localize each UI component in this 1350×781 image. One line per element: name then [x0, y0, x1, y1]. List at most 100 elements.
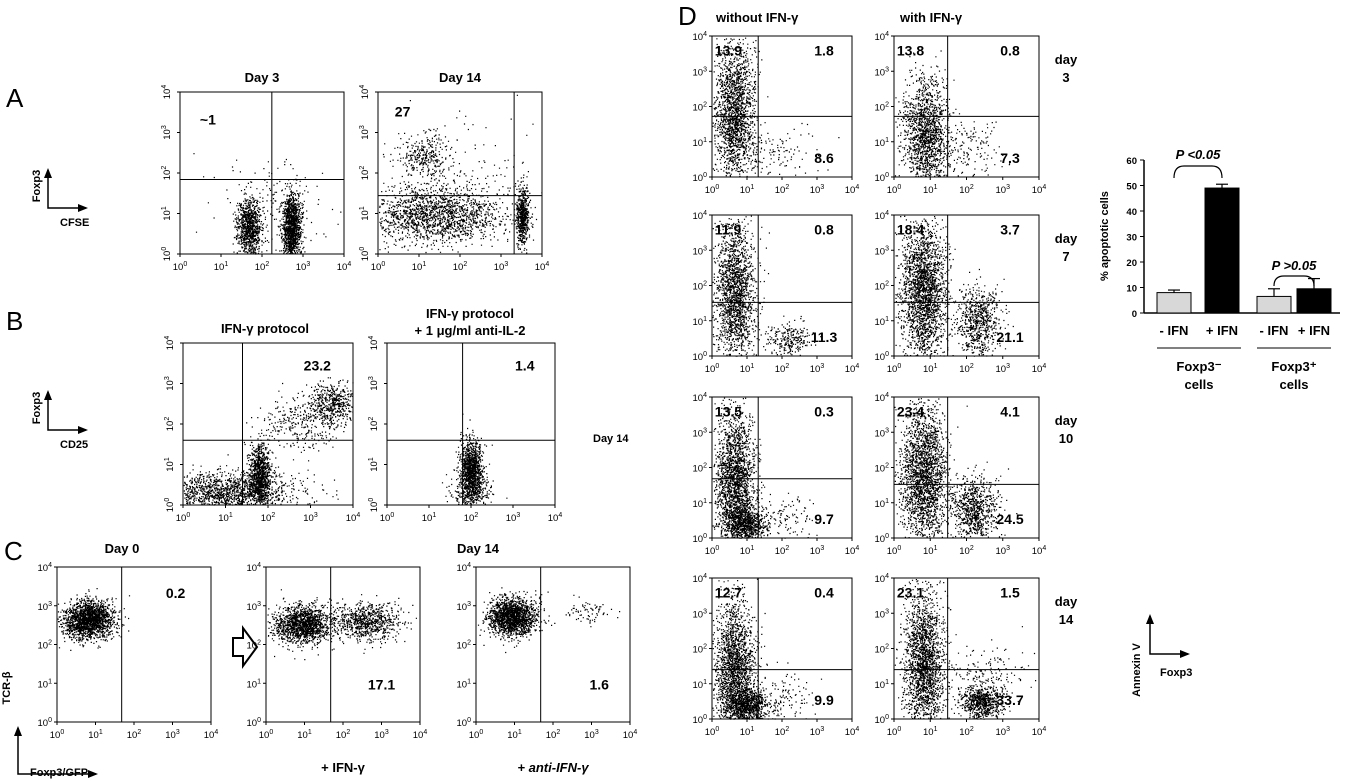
- x-tick-label: 102: [464, 512, 479, 524]
- x-tick-label: 102: [255, 261, 270, 273]
- panel-d-day-word: day: [1055, 231, 1078, 246]
- apoptosis-bar-chart: 0 10 20 30 40 50 60 % apoptotic cells - IFN + IFN…: [1099, 147, 1340, 392]
- event-dots: [894, 215, 1014, 357]
- bar: [1296, 288, 1332, 314]
- x-tick-label: 100: [705, 184, 720, 196]
- axis-arrow-lines: [17, 728, 96, 775]
- y-tick-label: 102: [457, 640, 472, 652]
- y-tick-label: 101: [368, 457, 380, 472]
- x-tick-label: 103: [303, 512, 318, 524]
- x-tick-label: 103: [810, 545, 825, 557]
- event-dots: [379, 94, 543, 254]
- x-tick-label: 103: [810, 184, 825, 196]
- y-tick-label: 102: [161, 166, 173, 181]
- y-tick-label: 100: [693, 533, 708, 545]
- y-tick-label: 60: [1126, 156, 1137, 167]
- x-tick-label: 101: [422, 512, 437, 524]
- y-tick-label: 103: [875, 608, 890, 620]
- y-tick-label: 100: [247, 717, 262, 729]
- panel-letter-b: B: [6, 306, 23, 336]
- quadrant-value: 23.2: [304, 358, 331, 374]
- x-axis-title: CD25: [60, 439, 88, 451]
- arrow-head-up: [1146, 614, 1154, 624]
- panel-b-antiil2-title-line1: IFN-γ protocol: [426, 306, 514, 321]
- x-tick-label: 100: [705, 363, 720, 375]
- plot-frame: [265, 566, 421, 723]
- y-tick-label: 104: [359, 85, 371, 100]
- y-tick-label: 102: [359, 166, 371, 181]
- panel-b-ifn-title: IFN-γ protocol: [221, 321, 309, 336]
- x-tick-label: 102: [775, 184, 790, 196]
- y-tick-label: 100: [875, 351, 890, 363]
- x-tick-label: 101: [923, 545, 938, 557]
- quadrant-value: 18.4: [897, 222, 924, 238]
- x-tick-label: 102: [775, 545, 790, 557]
- quadrant-value: 23.1: [897, 585, 924, 601]
- x-tick-label: 103: [996, 726, 1011, 738]
- x-tick-label: 103: [996, 545, 1011, 557]
- y-tick-label: 103: [368, 376, 380, 391]
- x-tick-label: 103: [165, 729, 180, 741]
- x-tick-label: 100: [469, 729, 484, 741]
- quadrant-value: 11.9: [715, 222, 742, 238]
- y-tick-label: 103: [457, 601, 472, 613]
- y-tick-label: 102: [875, 102, 890, 114]
- x-tick-label: 102: [959, 545, 974, 557]
- quadrant-value: 0.8: [1000, 43, 1020, 59]
- quadrant-value: 27: [395, 103, 411, 119]
- quadrant-value: 23.4: [897, 404, 924, 420]
- axis-arrow-lines: [47, 392, 86, 431]
- y-tick-label: 102: [38, 640, 53, 652]
- y-tick-label: 100: [693, 351, 708, 363]
- y-tick-label: 103: [875, 66, 890, 78]
- y-axis-title: Foxp3: [31, 170, 43, 202]
- quadrant-value: 3.7: [1000, 222, 1020, 238]
- x-tick-label: 104: [337, 261, 352, 273]
- x-tick-label: 100: [705, 726, 720, 738]
- panel-b-antiil2-title-line2: + 1 μg/ml anti-IL-2: [415, 323, 526, 338]
- y-tick-label: 103: [875, 245, 890, 257]
- arrow-head-right: [78, 426, 88, 434]
- panel-d-day-word: day: [1055, 413, 1078, 428]
- x-tick-label: 101: [923, 184, 938, 196]
- x-tick-label: 104: [204, 729, 219, 741]
- panel-c-antiifn-caption: + anti-IFN-γ: [517, 760, 589, 775]
- panel-d-with-title: with IFN-γ: [899, 10, 963, 25]
- x-tick-label: 104: [1032, 726, 1047, 738]
- comparison-label: P <0.05: [1176, 147, 1221, 162]
- y-tick-label: 102: [875, 644, 890, 656]
- x-tick-label: 102: [775, 726, 790, 738]
- panel-c-axis-legend: TCR-β Foxp3/GFP: [1, 671, 98, 779]
- y-tick-label: 0: [1132, 309, 1137, 320]
- arrow-head-up: [14, 726, 22, 736]
- category-label: + IFN: [1206, 323, 1238, 338]
- y-tick-label: 103: [693, 66, 708, 78]
- x-tick-label: 104: [1032, 184, 1047, 196]
- y-tick-label: 10: [1126, 284, 1137, 295]
- x-tick-label: 104: [413, 729, 428, 741]
- x-axis-title: CFSE: [60, 217, 89, 229]
- event-dots: [712, 215, 822, 357]
- y-tick-label: 102: [247, 640, 262, 652]
- category-label: - IFN: [1160, 323, 1189, 338]
- y-tick-label: 102: [164, 417, 176, 432]
- y-tick-label: 104: [247, 562, 262, 574]
- y-tick-label: 101: [875, 316, 890, 328]
- event-dots: [712, 578, 823, 720]
- y-tick-label: 103: [875, 427, 890, 439]
- x-tick-label: 100: [259, 729, 274, 741]
- y-tick-label: 104: [875, 573, 890, 585]
- y-tick-label: 104: [693, 210, 708, 222]
- arrow-head-up: [44, 390, 52, 400]
- quadrant-value: 13.8: [897, 43, 924, 59]
- y-axis-title: Annexin V: [1131, 642, 1143, 696]
- panel-d-day-word: day: [1055, 52, 1078, 67]
- y-tick-label: 101: [161, 206, 173, 221]
- y-tick-label: 101: [359, 206, 371, 221]
- y-tick-label: 102: [693, 102, 708, 114]
